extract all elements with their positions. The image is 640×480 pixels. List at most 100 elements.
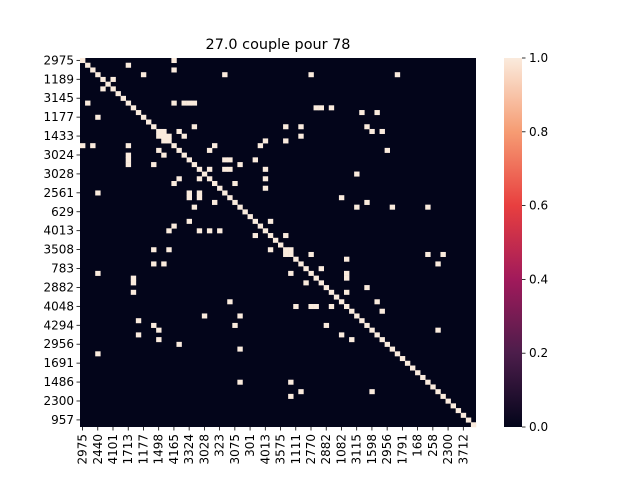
x-tick-label: 3575 [274, 434, 288, 465]
heatmap-cell [247, 214, 253, 220]
heatmap-cell [227, 299, 233, 305]
heatmap-cell [237, 379, 243, 385]
x-tick-label: 3028 [197, 434, 211, 465]
heatmap-cell [171, 100, 177, 106]
heatmap-cell [135, 318, 142, 324]
x-tick-label: 3324 [182, 434, 196, 465]
heatmap-cell [333, 294, 340, 300]
heatmap-cell [399, 356, 406, 362]
heatmap-cell [374, 299, 380, 305]
heatmap-cell [161, 138, 167, 144]
heatmap-cell [283, 124, 289, 130]
heatmap-cell [161, 261, 167, 267]
heatmap-cell [171, 58, 177, 64]
heatmap-cell [120, 95, 126, 101]
x-tick-label: 301 [243, 434, 257, 457]
y-tick-label: 4013 [43, 224, 74, 238]
colorbar-ticks: 0.0 0.2 0.4 0.6 0.8 1.0 [522, 51, 548, 434]
y-tick-label: 783 [51, 262, 74, 276]
heatmap-cell [344, 275, 350, 281]
heatmap-cell [267, 233, 274, 239]
heatmap-cell [415, 370, 421, 376]
heatmap-cell [181, 152, 187, 158]
colorbar [504, 58, 522, 427]
heatmap-cell [191, 124, 198, 130]
heatmap-cell [151, 247, 157, 253]
heatmap-cell [186, 157, 192, 163]
heatmap-cell [156, 128, 162, 134]
heatmap-cell [222, 157, 228, 163]
heatmap-cell [130, 280, 137, 286]
heatmap-cell [227, 195, 233, 201]
x-tick-label: 1177 [136, 434, 150, 465]
x-tick-label: 3712 [456, 434, 470, 465]
y-tick-label: 1433 [43, 129, 74, 143]
heatmap-cell [227, 166, 233, 172]
heatmap-cell [166, 228, 172, 234]
x-tick-label: 3075 [228, 434, 242, 465]
heatmap-cell [308, 270, 314, 276]
x-tick-label: 4165 [167, 434, 181, 465]
heatmap-cell [181, 133, 187, 139]
heatmap-cell [313, 304, 319, 310]
y-tick-label: 1189 [43, 72, 74, 86]
heatmap-cell [267, 247, 274, 253]
heatmap-cell [156, 327, 162, 333]
heatmap-cell [95, 351, 101, 357]
heatmap-cell [328, 289, 335, 295]
heatmap-cell [293, 256, 299, 262]
heatmap-cell [135, 332, 142, 338]
heatmap-cell [125, 162, 132, 168]
heatmap-cell [257, 143, 264, 149]
x-tick-label: 1082 [334, 434, 348, 465]
y-tick-label: 3024 [43, 148, 74, 162]
heatmap-cell [445, 398, 451, 404]
heatmap-cell [151, 124, 157, 130]
heatmap-cell [374, 110, 380, 116]
heatmap-cell [222, 166, 228, 172]
heatmap-cell [186, 190, 192, 196]
heatmap-cell [80, 143, 86, 149]
heatmap-cell [95, 72, 101, 78]
heatmap-cell [196, 228, 203, 234]
y-tick-label: 4048 [43, 299, 74, 313]
heatmap-cell [146, 119, 152, 125]
heatmap-cell [191, 100, 198, 106]
heatmap-cell [455, 408, 462, 414]
heatmap-cell [440, 251, 446, 257]
heatmap-cell [404, 360, 411, 366]
heatmap-cell [166, 247, 172, 253]
heatmap-cell [318, 280, 324, 286]
heatmap-cell [298, 261, 304, 267]
heatmap-cell [201, 313, 208, 319]
heatmap-cell [95, 114, 101, 120]
heatmap-cell [201, 171, 208, 177]
heatmap-cell [222, 190, 228, 196]
heatmap-cell [171, 67, 177, 73]
x-tick-label: 2440 [91, 434, 105, 465]
heatmap-cell [323, 285, 330, 291]
colorbar-tick-label: 1.0 [529, 51, 548, 65]
heatmap-cell [364, 285, 370, 291]
heatmap-cell [161, 133, 167, 139]
heatmap-cell [151, 261, 157, 267]
heatmap-cell [232, 199, 238, 205]
colorbar-tick-label: 0.8 [529, 125, 548, 139]
heatmap-cell [369, 389, 375, 395]
heatmap-cell [349, 308, 355, 314]
heatmap-cell [313, 105, 319, 111]
y-tick-label: 2956 [43, 337, 74, 351]
heatmap-cell [156, 147, 162, 153]
heatmap-cell [125, 152, 132, 158]
heatmap-cell [262, 166, 269, 172]
y-tick-label: 2882 [43, 280, 74, 294]
y-tick-label: 2300 [43, 394, 74, 408]
y-tick-label: 3145 [43, 91, 74, 105]
heatmap-cell [237, 313, 243, 319]
heatmap-cell [359, 110, 365, 116]
heatmap-cell [288, 379, 294, 385]
heatmap-cell [374, 332, 380, 338]
heatmap-cell [338, 299, 345, 305]
heatmap-cell [217, 185, 223, 191]
heatmap-cell [217, 228, 223, 234]
